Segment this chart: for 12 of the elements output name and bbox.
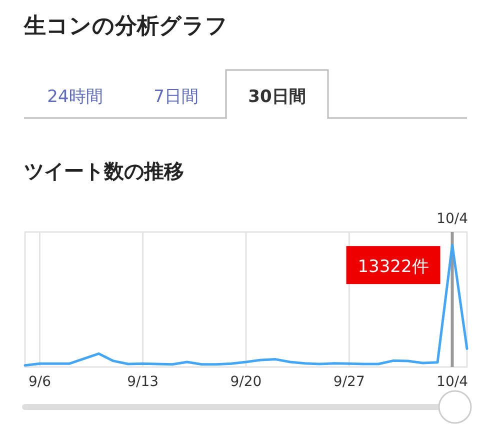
text: 24時間 [47, 87, 103, 107]
x-tick-label: 10/4 [436, 374, 468, 390]
chart-title: 生コンの分析グラフ [23, 14, 228, 39]
text: 7日間 [154, 87, 198, 107]
data-label: 13322件 [358, 257, 429, 278]
x-tick-label: 9/20 [230, 374, 262, 390]
text: 30日間 [248, 87, 306, 107]
x-tick-label: 9/6 [28, 374, 52, 390]
chart-subtitle: ツイート数の推移 [24, 159, 184, 183]
ref-line-label: 10/4 [436, 211, 468, 227]
x-tick-label: 9/13 [127, 374, 159, 390]
x-tick-label: 9/27 [333, 374, 365, 390]
